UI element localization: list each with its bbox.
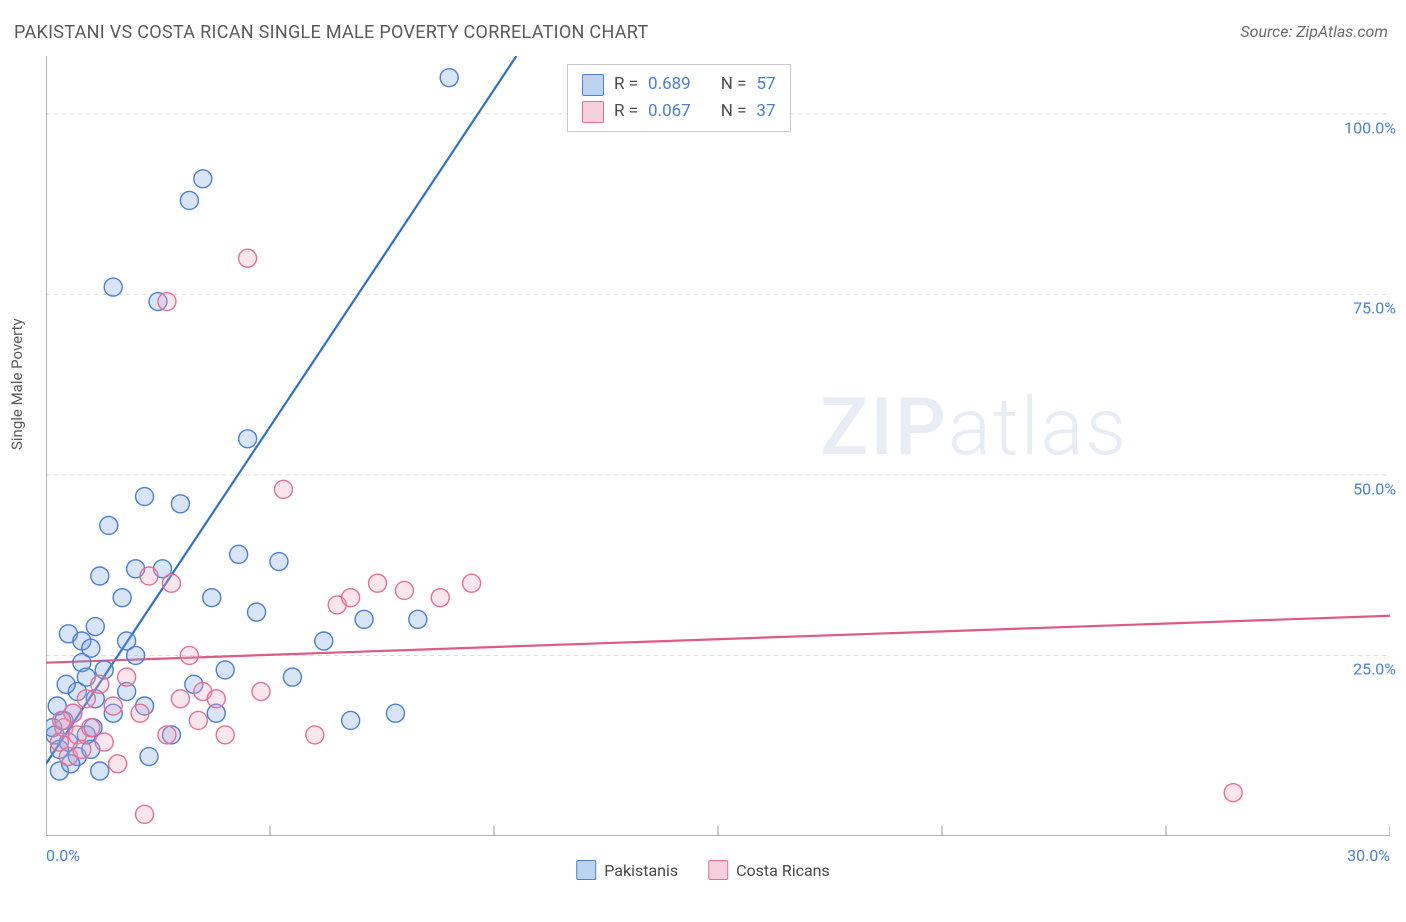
stat-n-label: N = xyxy=(721,71,747,98)
data-point-costa_ricans xyxy=(342,589,360,607)
data-point-costa_ricans xyxy=(180,646,198,664)
x-tick-label: 30.0% xyxy=(1347,846,1390,922)
data-point-costa_ricans xyxy=(216,726,234,744)
data-point-pakistanis xyxy=(86,618,104,636)
data-point-costa_ricans xyxy=(171,690,189,708)
y-tick-label: 25.0% xyxy=(1353,660,1396,679)
data-point-costa_ricans xyxy=(274,480,292,498)
legend-label: Costa Ricans xyxy=(736,861,830,880)
data-point-costa_ricans xyxy=(131,704,149,722)
chart-legend: Pakistanis Costa Ricans xyxy=(576,860,830,880)
scatter-chart xyxy=(46,56,1390,836)
data-point-costa_ricans xyxy=(109,755,127,773)
legend-label: Pakistanis xyxy=(604,861,678,880)
data-point-pakistanis xyxy=(248,603,266,621)
stat-r-label: R = xyxy=(614,98,638,125)
data-point-costa_ricans xyxy=(158,726,176,744)
data-point-costa_ricans xyxy=(140,567,158,585)
data-point-pakistanis xyxy=(203,589,221,607)
data-point-pakistanis xyxy=(136,488,154,506)
data-point-pakistanis xyxy=(104,278,122,296)
source-attribution: Source: ZipAtlas.com xyxy=(1240,22,1388,41)
data-point-pakistanis xyxy=(180,191,198,209)
data-point-costa_ricans xyxy=(77,690,95,708)
data-point-costa_ricans xyxy=(104,697,122,715)
data-point-pakistanis xyxy=(230,545,248,563)
data-point-costa_ricans xyxy=(53,711,71,729)
y-tick-label: 100.0% xyxy=(1344,118,1396,137)
trend-line-pakistanis xyxy=(46,56,516,764)
data-point-costa_ricans xyxy=(252,683,270,701)
data-point-costa_ricans xyxy=(431,589,449,607)
data-point-pakistanis xyxy=(355,610,373,628)
data-point-costa_ricans xyxy=(95,733,113,751)
legend-swatch xyxy=(576,860,596,880)
stat-r-value: 0.689 xyxy=(648,71,691,98)
data-point-pakistanis xyxy=(409,610,427,628)
data-point-costa_ricans xyxy=(306,726,324,744)
data-point-pakistanis xyxy=(127,646,145,664)
data-point-costa_ricans xyxy=(91,675,109,693)
data-point-pakistanis xyxy=(194,170,212,188)
y-axis-label: Single Male Poverty xyxy=(8,318,26,450)
stat-r-value: 0.067 xyxy=(648,98,691,125)
stats-swatch xyxy=(582,74,604,96)
data-point-pakistanis xyxy=(315,632,333,650)
legend-item: Costa Ricans xyxy=(708,860,830,880)
data-point-costa_ricans xyxy=(82,719,100,737)
data-point-pakistanis xyxy=(283,668,301,686)
data-point-costa_ricans xyxy=(73,740,91,758)
data-point-costa_ricans xyxy=(118,668,136,686)
data-point-pakistanis xyxy=(82,639,100,657)
x-tick-label: 0.0% xyxy=(46,846,80,922)
data-point-pakistanis xyxy=(140,748,158,766)
data-point-costa_ricans xyxy=(136,805,154,823)
data-point-costa_ricans xyxy=(239,249,257,267)
stat-r-label: R = xyxy=(614,71,638,98)
data-point-pakistanis xyxy=(57,675,75,693)
data-point-costa_ricans xyxy=(1224,784,1242,802)
data-point-costa_ricans xyxy=(162,574,180,592)
correlation-stats-box: R = 0.689 N = 57 R = 0.067 N = 37 xyxy=(567,64,791,132)
legend-swatch xyxy=(708,860,728,880)
data-point-pakistanis xyxy=(216,661,234,679)
data-point-costa_ricans xyxy=(207,690,225,708)
data-point-pakistanis xyxy=(171,495,189,513)
data-point-costa_ricans xyxy=(369,574,387,592)
y-tick-label: 75.0% xyxy=(1353,299,1396,318)
data-point-pakistanis xyxy=(440,69,458,87)
stat-n-value: 37 xyxy=(756,98,775,125)
stat-n-value: 57 xyxy=(756,71,775,98)
data-point-pakistanis xyxy=(100,516,118,534)
stat-n-label: N = xyxy=(721,98,747,125)
data-point-pakistanis xyxy=(386,704,404,722)
data-point-costa_ricans xyxy=(158,293,176,311)
data-point-costa_ricans xyxy=(395,581,413,599)
y-tick-label: 50.0% xyxy=(1353,479,1396,498)
data-point-costa_ricans xyxy=(463,574,481,592)
stats-row: R = 0.689 N = 57 xyxy=(582,71,776,98)
data-point-pakistanis xyxy=(342,711,360,729)
data-point-pakistanis xyxy=(91,567,109,585)
data-point-pakistanis xyxy=(270,553,288,571)
data-point-costa_ricans xyxy=(189,711,207,729)
data-point-pakistanis xyxy=(113,589,131,607)
stats-swatch xyxy=(582,101,604,123)
data-point-pakistanis xyxy=(239,430,257,448)
chart-title: PAKISTANI VS COSTA RICAN SINGLE MALE POV… xyxy=(14,22,649,43)
data-point-pakistanis xyxy=(91,762,109,780)
legend-item: Pakistanis xyxy=(576,860,678,880)
stats-row: R = 0.067 N = 37 xyxy=(582,98,776,125)
